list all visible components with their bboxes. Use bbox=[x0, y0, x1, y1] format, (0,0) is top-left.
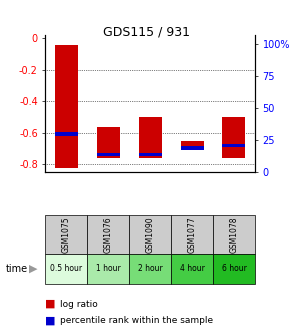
Text: ■: ■ bbox=[45, 299, 56, 309]
Text: 6 hour: 6 hour bbox=[222, 264, 246, 273]
Text: 4 hour: 4 hour bbox=[180, 264, 205, 273]
Bar bbox=[180, 146, 204, 150]
Bar bbox=[222, 143, 246, 147]
Text: 1 hour: 1 hour bbox=[96, 264, 121, 273]
Text: GSM1078: GSM1078 bbox=[229, 216, 239, 253]
Bar bbox=[97, 127, 120, 158]
Text: GSM1076: GSM1076 bbox=[104, 216, 113, 253]
Text: GSM1077: GSM1077 bbox=[188, 216, 197, 253]
Bar bbox=[222, 117, 246, 158]
Text: ▶: ▶ bbox=[29, 264, 38, 274]
Text: time: time bbox=[6, 264, 28, 274]
Bar bbox=[55, 45, 78, 168]
Text: GSM1090: GSM1090 bbox=[146, 216, 155, 253]
Text: log ratio: log ratio bbox=[60, 300, 98, 308]
Bar bbox=[139, 153, 162, 156]
Text: 2 hour: 2 hour bbox=[138, 264, 163, 273]
Bar bbox=[55, 132, 78, 135]
Bar bbox=[139, 117, 162, 158]
Text: 0.5 hour: 0.5 hour bbox=[50, 264, 82, 273]
Text: ■: ■ bbox=[45, 316, 56, 326]
Bar bbox=[97, 153, 120, 156]
Text: GDS115 / 931: GDS115 / 931 bbox=[103, 25, 190, 38]
Bar bbox=[180, 141, 204, 149]
Text: GSM1075: GSM1075 bbox=[62, 216, 71, 253]
Text: percentile rank within the sample: percentile rank within the sample bbox=[60, 317, 213, 325]
